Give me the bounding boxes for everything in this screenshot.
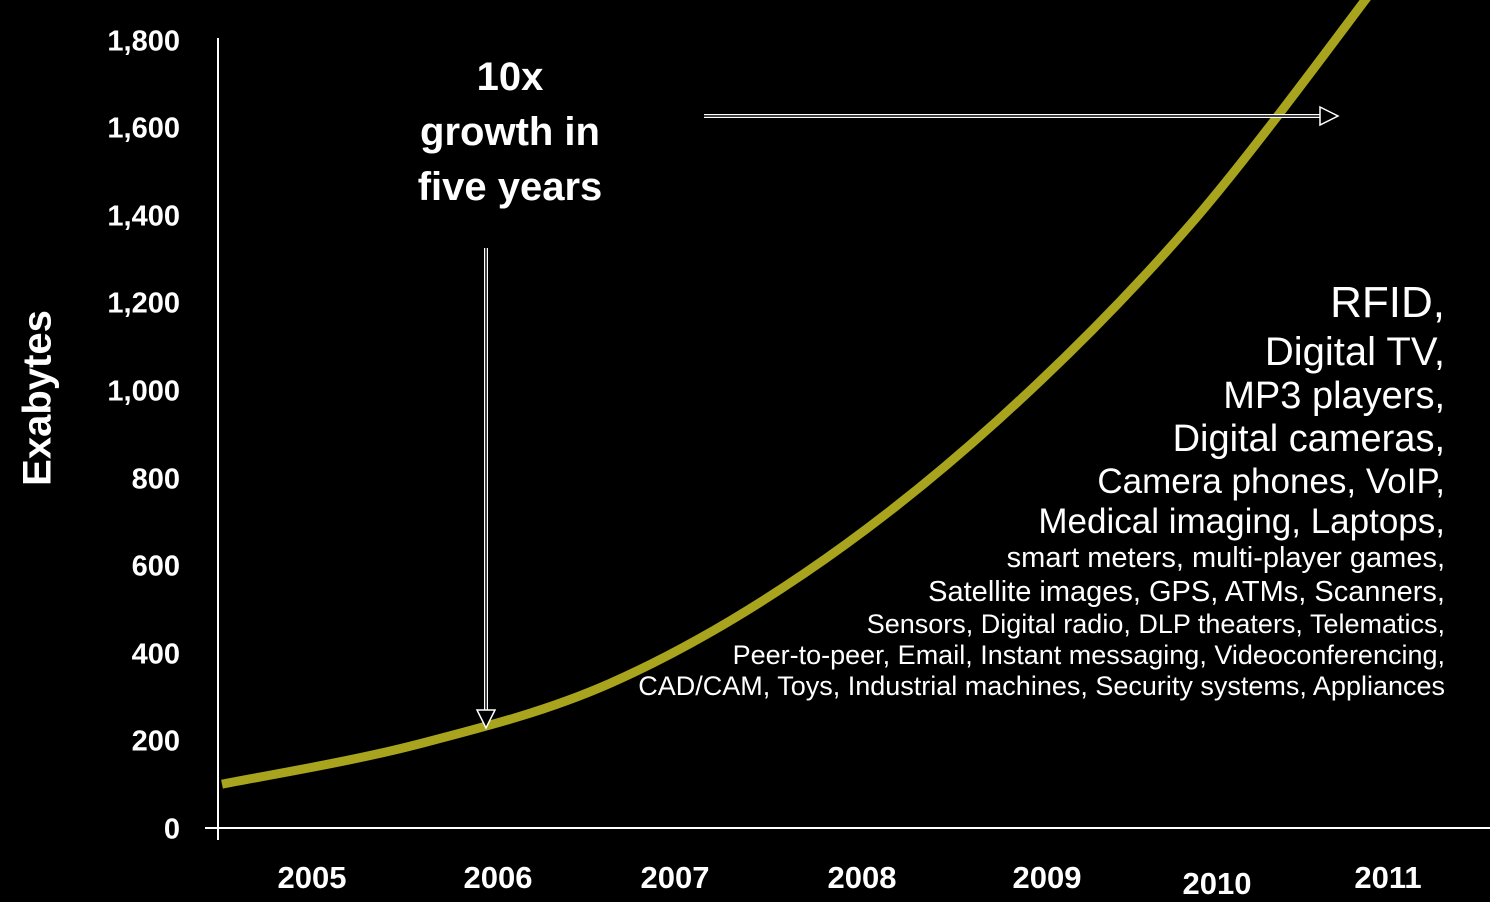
y-tick-label: 600 bbox=[131, 550, 180, 583]
y-tick-label: 200 bbox=[131, 725, 180, 758]
source-line: Satellite images, GPS, ATMs, Scanners, bbox=[928, 575, 1445, 608]
source-line: RFID, bbox=[1330, 278, 1445, 327]
y-tick-label: 1,000 bbox=[107, 375, 180, 408]
source-line: CAD/CAM, Toys, Industrial machines, Secu… bbox=[638, 671, 1445, 702]
source-line: Medical imaging, Laptops, bbox=[1038, 502, 1445, 542]
y-tick-label: 0 bbox=[163, 813, 180, 846]
y-tick-label: 1,600 bbox=[107, 112, 180, 145]
y-tick-label: 800 bbox=[131, 463, 180, 496]
x-tick-label: 2010 bbox=[1182, 866, 1252, 901]
x-tick-label: 2007 bbox=[640, 860, 710, 895]
y-axis-label: Exabytes bbox=[15, 310, 60, 486]
x-tick-label: 2005 bbox=[277, 860, 347, 895]
source-line: MP3 players, bbox=[1223, 374, 1445, 417]
source-line: Camera phones, VoIP, bbox=[1097, 461, 1445, 501]
source-line: Peer-to-peer, Email, Instant messaging, … bbox=[732, 640, 1445, 671]
source-line: smart meters, multi-player games, bbox=[1006, 542, 1445, 575]
x-tick-label: 2008 bbox=[827, 860, 897, 895]
vertical-arrow bbox=[475, 248, 497, 730]
series-line bbox=[221, 0, 1371, 789]
source-line: Digital TV, bbox=[1264, 329, 1445, 374]
source-line: Digital cameras, bbox=[1172, 418, 1445, 461]
x-tick-label: 2011 bbox=[1354, 860, 1422, 895]
y-tick-label: 1,200 bbox=[107, 287, 180, 320]
callout-line: 10x bbox=[476, 55, 544, 99]
source-line: Sensors, Digital radio, DLP theaters, Te… bbox=[866, 609, 1445, 640]
data-sources-list: RFID, Digital TV, MP3 players, Digital c… bbox=[638, 278, 1445, 702]
callout-line: growth in bbox=[420, 110, 600, 154]
x-tick-label: 2006 bbox=[463, 860, 533, 895]
horizontal-arrow bbox=[704, 105, 1340, 127]
growth-callout: 10x growth in five years bbox=[375, 50, 645, 215]
y-tick-label: 1,800 bbox=[107, 25, 180, 58]
x-tick-label: 2009 bbox=[1012, 860, 1082, 895]
y-tick-label: 1,400 bbox=[107, 200, 180, 233]
callout-line: five years bbox=[417, 165, 603, 209]
y-tick-label: 400 bbox=[131, 638, 180, 671]
